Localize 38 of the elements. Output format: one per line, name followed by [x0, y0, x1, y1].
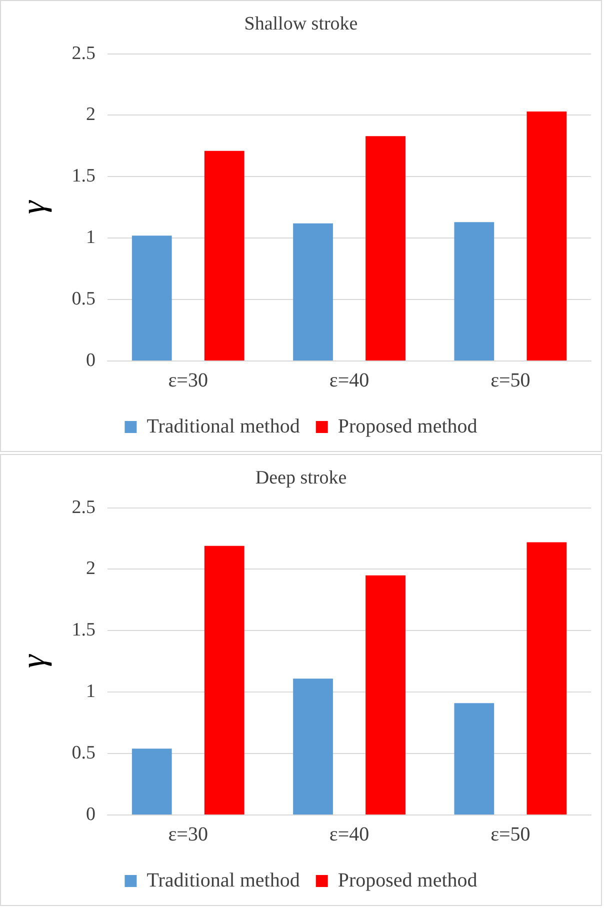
legend-label: Proposed method — [338, 869, 478, 892]
y-tick-label: 0.5 — [72, 742, 96, 764]
x-tick-label: ε=30 — [168, 369, 208, 392]
x-tick-label: ε=40 — [329, 823, 370, 846]
bar — [454, 703, 494, 814]
y-tick-label: 2 — [86, 104, 96, 126]
y-tick-label: 2.5 — [72, 496, 96, 518]
bar — [293, 223, 333, 360]
legend-label: Traditional method — [146, 869, 300, 892]
y-tick-label: 1 — [86, 227, 96, 248]
y-tick-label: 0 — [86, 350, 96, 371]
legend-label: Proposed method — [338, 415, 478, 438]
legend-label: Traditional method — [146, 415, 300, 438]
bar — [293, 678, 333, 814]
x-tick-label: ε=50 — [490, 823, 530, 846]
x-tick-label: ε=40 — [329, 369, 370, 392]
y-tick-label: 0.5 — [72, 288, 96, 310]
chart-title: Shallow stroke — [244, 13, 358, 34]
bar — [526, 542, 567, 814]
bar — [366, 136, 406, 360]
chart-title: Deep stroke — [255, 467, 347, 488]
bar — [132, 748, 172, 814]
bar — [454, 222, 494, 360]
y-axis-title: γ — [15, 653, 52, 668]
y-tick-label: 2 — [86, 558, 96, 580]
y-axis-title: γ — [15, 199, 52, 214]
x-tick-label: ε=30 — [168, 823, 208, 846]
bar — [526, 112, 567, 360]
y-tick-label: 2.5 — [72, 42, 96, 64]
y-tick-label: 0 — [86, 804, 96, 825]
y-tick-label: 1 — [86, 681, 96, 702]
bar — [366, 575, 406, 814]
x-tick-label: ε=50 — [490, 369, 530, 392]
bar — [132, 236, 172, 360]
y-tick-label: 1.5 — [72, 620, 96, 641]
bar — [204, 150, 244, 360]
bar — [204, 546, 244, 814]
y-tick-label: 1.5 — [72, 166, 96, 187]
